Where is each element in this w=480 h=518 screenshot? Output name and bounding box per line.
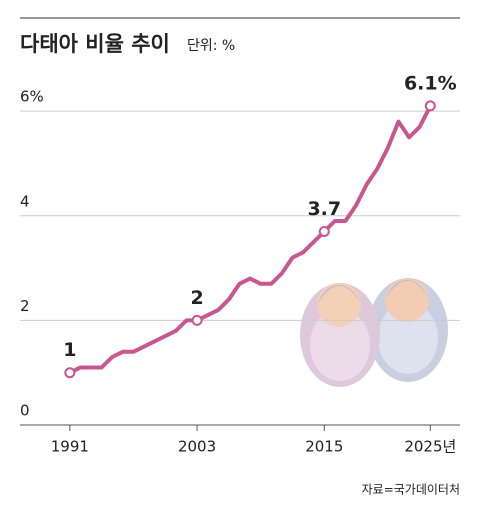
point-label: 1	[63, 339, 76, 361]
y-tick-label: 6%	[20, 88, 44, 106]
x-tick-label: 2003	[178, 438, 216, 456]
point-label: 6.1%	[404, 72, 457, 94]
data-line	[68, 105, 433, 375]
highlight-point	[318, 225, 330, 237]
point-label: 3.7	[307, 198, 341, 220]
y-tick-label: 0	[20, 402, 30, 420]
highlight-point	[64, 367, 76, 379]
point-label: 2	[190, 287, 203, 309]
x-tick-label: 2025년	[404, 438, 456, 456]
chart-title: 다태아 비율 추이	[20, 32, 170, 56]
illustration	[300, 278, 448, 387]
y-tick-label: 2	[20, 297, 30, 315]
highlight-point	[424, 100, 436, 112]
source: 자료=국가데이터처	[362, 483, 460, 497]
highlight-point	[191, 314, 203, 326]
x-tick-label: 1991	[51, 438, 89, 456]
y-tick-label: 4	[20, 192, 30, 210]
chart-subtitle: 단위: %	[187, 38, 235, 54]
x-tick-label: 2015	[305, 438, 343, 456]
